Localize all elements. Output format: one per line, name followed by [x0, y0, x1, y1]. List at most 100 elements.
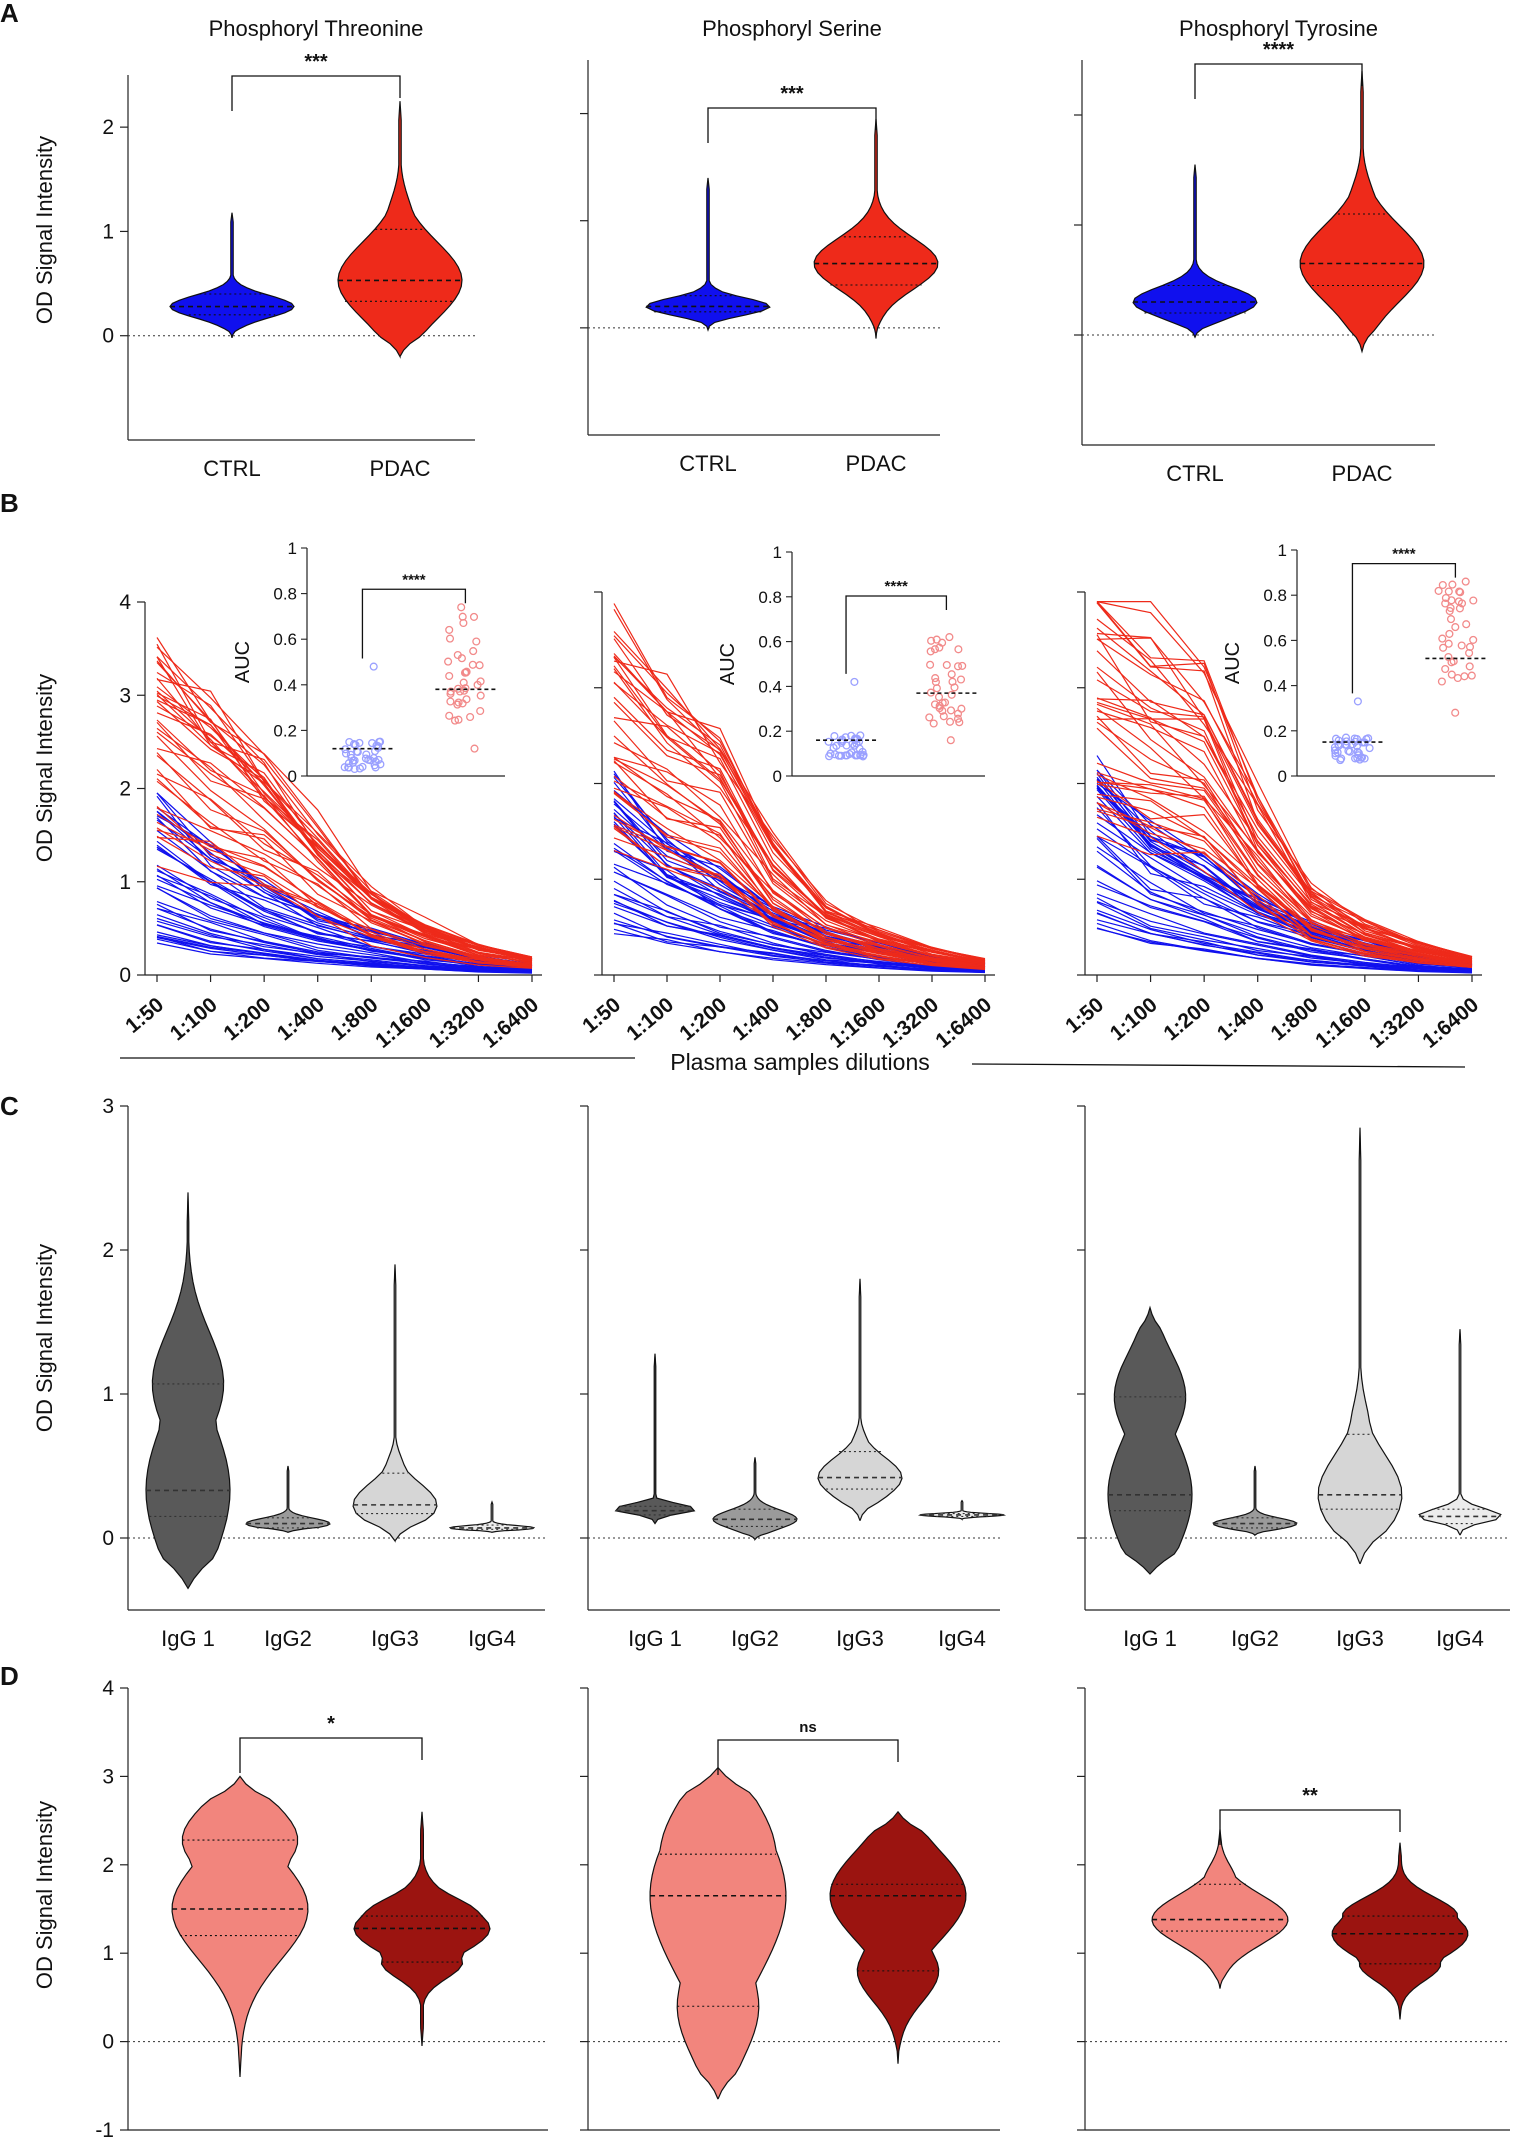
B3-auc-point-0-35 [1331, 751, 1340, 760]
B1-ytick-label-4: 4 [119, 591, 131, 614]
B3-inset-ytick-label-2: 0.4 [1263, 677, 1287, 696]
C2-category-label-1: IgG2 [731, 1626, 779, 1651]
B1-auc-point-1-34 [466, 712, 475, 722]
B3-pdac-line-31 [1096, 802, 1473, 968]
C1-ytick-label-2: 2 [102, 1239, 114, 1262]
C2-category-label-3: IgG4 [938, 1626, 986, 1651]
B1-auc-point-1-37 [462, 667, 471, 676]
B3-auc-point-1-26 [1454, 597, 1463, 606]
B2-ctrl-line-22 [613, 933, 986, 973]
B2-inset-ytick-label-2: 0.4 [758, 677, 782, 696]
B3-pdac-line-36 [1096, 601, 1473, 959]
B2-auc-point-0-36 [856, 750, 865, 759]
chart-D2: MetastaticNo-Metastaticns [580, 1687, 1000, 2147]
C2-violin-2 [817, 1278, 903, 1521]
C2-category-label-0: IgG 1 [628, 1626, 682, 1651]
B2-inset-ytick-label-1: 0.2 [758, 722, 782, 741]
B3-auc-point-1-34 [1447, 658, 1456, 667]
B3-pdac-line-23 [1096, 762, 1473, 964]
B2-auc-point-1-12 [946, 706, 956, 715]
B1-pdac-line-36 [156, 721, 533, 964]
B2-auc-point-0-35 [853, 734, 862, 743]
B3-auc-point-0-30 [1348, 740, 1357, 749]
B3-ctrl-line-31 [1096, 927, 1473, 974]
B2-pdac-line-30 [613, 681, 986, 964]
B1-auc-point-1-33 [476, 677, 485, 686]
B1-auc-significance-label: **** [402, 571, 426, 588]
B1-pdac-line-26 [156, 752, 533, 965]
B3-auc-point-0-19 [1355, 755, 1364, 764]
B1-auc-point-0-19 [368, 739, 377, 748]
B3-auc-point-1-35 [1467, 671, 1476, 680]
A3-violin-0 [1132, 164, 1258, 339]
A2-category-label-1: PDAC [845, 451, 906, 476]
C1-ytick-label-3: 3 [102, 1095, 114, 1118]
B3-auc-point-0-37 [1331, 749, 1340, 758]
B1-inset-ytick-label-5: 1 [288, 539, 297, 558]
C3-violin-2 [1317, 1127, 1403, 1565]
B3-pdac-line-33 [1096, 632, 1473, 958]
A1-ytick-label-1: 1 [102, 220, 114, 243]
B2-pdac-line-32 [613, 735, 986, 966]
panel-label-a: A [0, 0, 19, 28]
B3-inset-ytick-label-0: 0 [1278, 767, 1287, 786]
A1-significance-label: *** [304, 51, 328, 73]
B3-auc-point-1-13 [1445, 629, 1454, 638]
B2-auc-point-1-13 [925, 713, 934, 722]
B1-auc-inset: 0 0.2 0.4 0.6 0.8 1 AUC **** [232, 539, 505, 786]
B3-auc-point-1-7 [1446, 615, 1456, 624]
D1-significance-label: * [327, 1713, 335, 1735]
B1-auc-point-1-10 [445, 634, 455, 643]
B2-inset-ylabel: AUC [717, 643, 739, 685]
B3-pdac-line-37 [1096, 816, 1473, 968]
B1-auc-point-0-7 [340, 763, 349, 772]
B2-auc-point-1-27 [950, 683, 959, 692]
D3-violin-1 [1331, 1842, 1469, 2020]
B2-pdac-line-38 [613, 791, 986, 967]
B2-ctrl-line-23 [613, 887, 986, 971]
B3-ctrl-line-12 [1096, 893, 1473, 972]
B1-pdac-line-30 [156, 677, 533, 962]
B1-pdac-line-34 [156, 701, 533, 960]
D2-significance-bracket [717, 1739, 899, 1775]
chart-A3: Phosphoryl Tyrosine CTRL PDAC **** [1074, 16, 1435, 486]
B2-ctrl-line-0 [613, 928, 986, 974]
B3-auc-point-1-33 [1451, 623, 1460, 632]
B1-auc-point-1-17 [450, 716, 460, 725]
B1-auc-point-1-35 [472, 637, 481, 646]
B1-auc-point-1-14 [476, 706, 485, 716]
B1-inset-ytick-label-2: 0.4 [273, 676, 297, 695]
B2-ctrl-line-32 [613, 922, 986, 973]
D1-violin-0 [171, 1775, 309, 2078]
B2-auc-point-1-5 [947, 670, 956, 679]
C1-violin-2 [352, 1264, 438, 1543]
A1-violin-1 [337, 101, 463, 359]
B1-auc-point-1-13 [469, 647, 478, 656]
B2-auc-point-0-24 [842, 741, 851, 750]
A1-significance-bracket [231, 75, 401, 111]
B2-auc-point-0-27 [824, 737, 833, 746]
B2-auc-point-1-34 [942, 660, 951, 670]
B3-auc-significance-label: **** [1392, 546, 1416, 563]
B3-auc-point-1-24 [1465, 662, 1474, 671]
B2-pdac-line-39 [613, 760, 986, 968]
B3-pdac-line-22 [1096, 634, 1473, 961]
B3-inset-ytick-label-5: 1 [1278, 541, 1287, 560]
B3-auc-point-0-21 [1354, 751, 1363, 760]
A3-category-label-0: CTRL [1166, 461, 1223, 486]
B3-pdac-line-39 [1096, 718, 1473, 963]
C3-violin-3 [1418, 1329, 1502, 1536]
B3-auc-point-1-37 [1441, 593, 1450, 603]
B2-auc-point-1-32 [947, 690, 956, 699]
B1-ytick-label-0: 0 [119, 964, 131, 987]
B1-auc-point-1-1 [470, 744, 479, 753]
B1-ytick-label-3: 3 [119, 684, 131, 707]
C3-category-label-2: IgG3 [1336, 1626, 1384, 1651]
B3-auc-significance-bracket [1351, 562, 1457, 694]
B1-ctrl-line-24 [156, 937, 533, 973]
C1-category-label-3: IgG4 [468, 1626, 516, 1651]
B2-auc-point-0-37 [847, 748, 856, 757]
B1-ctrl-line-32 [156, 887, 533, 971]
B2-auc-point-1-0 [945, 633, 954, 642]
